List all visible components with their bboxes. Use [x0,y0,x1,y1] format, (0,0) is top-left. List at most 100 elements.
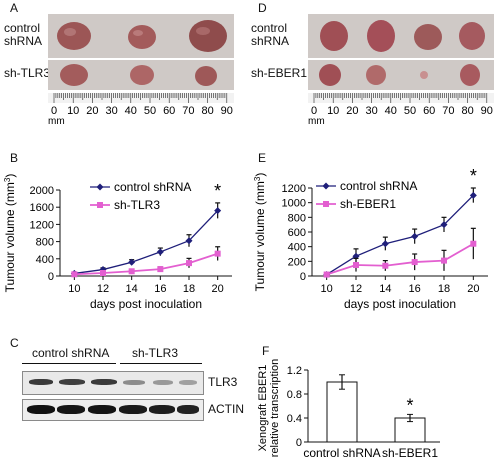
x-tick-label: 16 [154,283,166,295]
y-tick-label: 0 [48,271,54,283]
data-point-square [441,257,447,264]
data-point-square [411,259,418,266]
ruler-tick-label: 60 [163,105,175,117]
ruler-tick-label: 50 [404,105,416,117]
blot-tlr3-label: TLR3 [208,375,238,389]
y-axis-label-line1: Xenograft EBER1 [257,365,269,452]
legend-label: control shRNA [114,180,191,194]
y-axis-label: Tumour volume (mm3) [253,173,268,292]
label-line: shRNA [4,34,43,48]
y-tick-label: 400 [36,254,54,266]
bar [326,381,358,443]
series-line-1 [326,194,474,276]
ruler-unit-label: mm [48,116,65,127]
y-axis-label-line2: relative transcription [269,359,281,457]
y-tick-label: 0.4 [287,413,302,425]
data-point-diamond [411,232,419,240]
ruler-tick-label: 30 [105,105,117,117]
ruler-tick-label: 0 [311,105,317,117]
ruler-tick-label: 30 [365,105,377,117]
data-point-diamond [214,207,222,215]
x-tick-label: 20 [467,283,479,295]
blot-tlr3 [22,371,204,395]
label-line: control [251,21,288,35]
ruler-tick-label: 80 [461,105,473,117]
blot-group2-line [120,363,202,364]
data-point-diamond [128,258,136,266]
band-actin-5 [149,405,175,414]
category-label: control shRNA [303,446,380,460]
band-tlr3-2 [59,379,85,385]
y-tick-label: 0 [296,437,302,449]
band-actin-2 [57,405,85,414]
legend-label: sh-TLR3 [114,198,160,212]
significance-star: * [406,395,413,415]
x-tick-label: 10 [321,283,333,295]
data-point-square [128,268,135,275]
significance-star: * [214,181,221,201]
data-point-square [71,271,78,278]
y-tick-label: 1200 [30,219,54,231]
chart-e-tumour-volume: 0 200 400 600 800 1000 1200 10 12 14 16 18 20 days po… [253,166,488,311]
band-tlr3-3 [91,379,117,385]
ruler-unit-label: mm [308,116,325,127]
data-point-square [382,262,389,269]
category-label: sh-EBER1 [382,446,438,460]
y-tick-label: 400 [288,242,306,254]
y-tick-label: 2000 [30,185,54,197]
panel-letter-f: F [262,344,270,358]
panel-a-row2-label: sh-TLR3 [4,66,51,80]
ruler-tick-label: 90 [481,105,493,117]
data-point-square [323,271,330,278]
ruler-d: 0 10 20 30 40 50 60 70 80 90 mm [308,93,494,127]
ruler-tick-label: 20 [86,105,98,117]
ruler-a: 0 10 20 30 40 50 60 70 80 90 mm [48,93,234,127]
label-line: shRNA [251,34,290,48]
panel-d-row2-label: sh-EBER1 [251,66,308,80]
y-tick-label: 600 [288,227,306,239]
chart-b-tumour-volume: 0 400 800 1200 1600 2000 10 12 14 16 18 20 days post… [3,174,232,311]
x-axis-label: days post inoculation [344,297,456,311]
y-tick-label: 800 [36,237,54,249]
tumour-photo-control-d-art [320,20,485,52]
series-line-1 [74,210,219,275]
ruler-tick-label: 50 [144,105,156,117]
ruler-tick-label: 40 [385,105,397,117]
band-tlr3-4 [123,380,145,385]
data-point-diamond [440,221,448,229]
legend-marker [97,202,103,208]
tumour-photo-sh-eber1 [308,60,494,90]
ruler-tick-label: 10 [327,105,339,117]
data-point-square [214,250,221,257]
ruler-tick-label: 0 [51,105,57,117]
tumour-photo-sh-tlr3-art [60,64,217,86]
y-axis-label-text: Tumour volume (mm [3,182,17,292]
band-tlr3-5 [153,380,173,385]
data-point-square [470,240,477,247]
data-point-square [157,266,164,273]
ruler-tick-label: 80 [201,105,213,117]
legend-marker [323,201,329,207]
ruler-tick-label: 70 [442,105,454,117]
label-line: control [4,21,41,35]
data-point-diamond [381,240,389,248]
blot-group2-label: sh-TLR3 [132,346,179,360]
y-axis-label-paren: ) [253,173,267,177]
x-tick-label: 18 [183,283,195,295]
band-actin-4 [119,405,147,414]
ruler-body [308,93,494,103]
x-tick-label: 12 [97,283,109,295]
band-actin-1 [27,405,55,414]
blot-actin-label: ACTIN [208,402,244,416]
data-point-square [186,260,192,267]
x-tick-label: 16 [409,283,421,295]
series-line-2 [326,242,474,276]
tumour-photo-sh-tlr3 [48,60,234,90]
data-point-square [353,262,359,268]
blot-group1-line [22,363,116,364]
y-axis-label-superscript: 3 [253,176,262,181]
y-tick-label: 1600 [30,202,54,214]
series-line-2 [74,252,218,276]
y-tick-label: 0.8 [287,389,302,401]
y-axis-label-paren: ) [3,174,17,178]
